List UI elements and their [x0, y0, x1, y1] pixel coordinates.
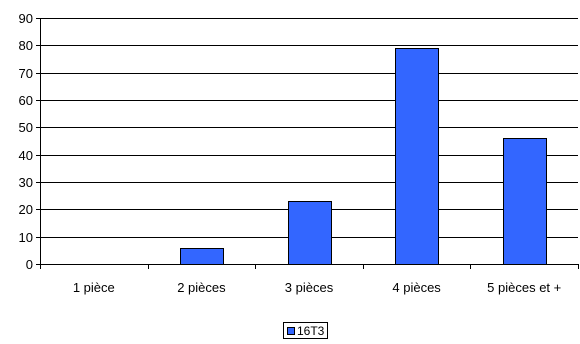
- legend-swatch: [287, 326, 295, 335]
- bar-chart: 0 10 20 30 40 50 60 70 80 90 1 pièce 2 pièces 3 piè…: [19, 11, 579, 295]
- bar: [288, 201, 332, 265]
- y-tick-label: 50: [19, 120, 33, 135]
- y-tick-labels: 0 10 20 30 40 50 60 70 80 90: [19, 11, 33, 272]
- legend-label: 16T3: [297, 323, 325, 338]
- legend: 16T3: [283, 322, 329, 339]
- x-tick-label: 1 pièce: [73, 280, 115, 295]
- x-tick-label: 2 pièces: [177, 280, 226, 295]
- bar: [180, 248, 224, 265]
- axes: [36, 18, 579, 269]
- y-tick-label: 40: [19, 148, 33, 163]
- bars: [180, 48, 547, 265]
- x-tick-label: 4 pièces: [392, 280, 441, 295]
- y-tick-label: 30: [19, 175, 33, 190]
- y-tick-label: 60: [19, 93, 33, 108]
- y-tick-label: 20: [19, 202, 33, 217]
- x-tick-label: 3 pièces: [285, 280, 334, 295]
- y-tick-label: 70: [19, 66, 33, 81]
- y-tick-label: 0: [26, 257, 33, 272]
- y-tick-label: 90: [19, 11, 33, 26]
- y-tick-label: 10: [19, 230, 33, 245]
- bar: [503, 138, 547, 265]
- gridlines: [40, 18, 578, 238]
- bar: [395, 48, 439, 265]
- y-tick-label: 80: [19, 38, 33, 53]
- x-tick-label: 5 pièces et +: [487, 280, 561, 295]
- x-tick-labels: 1 pièce 2 pièces 3 pièces 4 pièces 5 pièces …: [73, 280, 561, 295]
